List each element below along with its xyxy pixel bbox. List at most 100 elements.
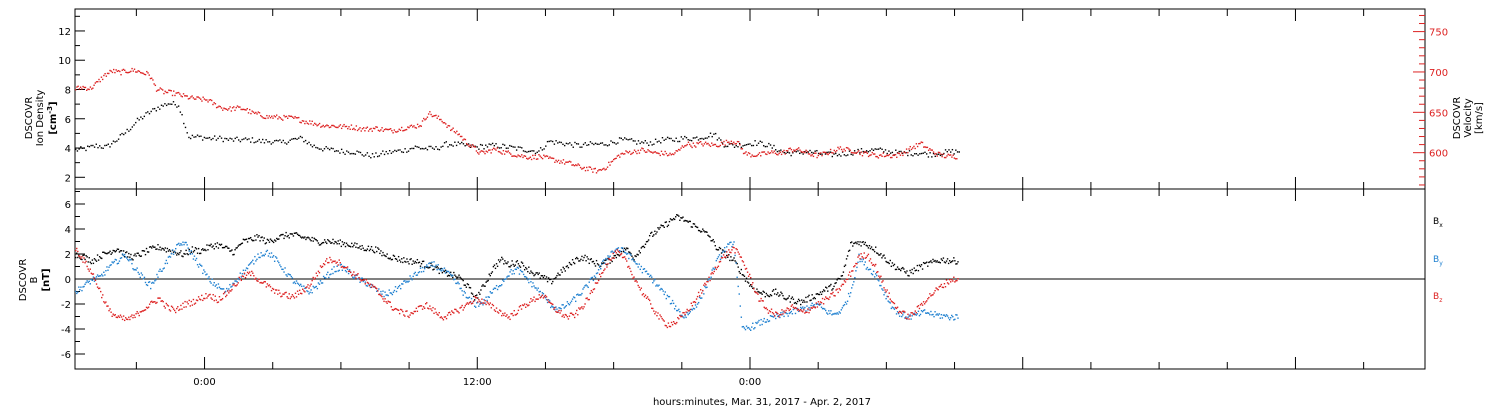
velocity-point [175, 92, 177, 94]
velocity-point [892, 154, 894, 157]
by-point [687, 313, 689, 316]
bx-point [350, 246, 352, 248]
bx-point [345, 242, 348, 244]
by-point [150, 287, 152, 290]
bz-point [932, 294, 934, 296]
by-point [408, 280, 410, 282]
bz-point [409, 314, 411, 316]
velocity-point [472, 144, 474, 146]
bz-point [920, 302, 923, 305]
by-point [713, 268, 715, 271]
bz-point [426, 302, 428, 304]
bz-point [557, 311, 559, 314]
velocity-point [492, 147, 495, 149]
by-point [261, 255, 263, 257]
by-point [643, 268, 646, 270]
velocity-point [285, 115, 288, 118]
velocity-point [931, 149, 934, 151]
bz-point [80, 257, 82, 260]
bx-point [461, 278, 463, 281]
bz-point [505, 315, 507, 317]
density-point [907, 154, 909, 157]
bx-point [702, 228, 704, 230]
bx-point [256, 234, 258, 236]
bx-point [156, 248, 158, 250]
bz-point [411, 312, 413, 314]
by-point [896, 311, 899, 313]
density-point [505, 147, 508, 149]
bz-point [266, 283, 269, 285]
density-point [402, 151, 405, 154]
density-point [598, 143, 600, 146]
bz-point [264, 281, 266, 283]
velocity-point [619, 156, 621, 158]
velocity-point [160, 88, 163, 90]
bx-point [265, 242, 268, 244]
by-point [617, 247, 620, 249]
bx-point [473, 299, 476, 301]
density-tick-label: 6 [65, 115, 71, 126]
velocity-point [603, 167, 605, 170]
by-point [123, 253, 126, 256]
by-point [651, 276, 653, 278]
bz-point [908, 318, 910, 320]
bz-point [169, 310, 172, 312]
density-point [684, 135, 686, 138]
density-point [853, 150, 856, 152]
density-point [913, 153, 916, 155]
by-point [783, 315, 785, 318]
by-point [470, 297, 473, 300]
by-point [764, 321, 766, 323]
bx-point [213, 248, 215, 250]
density-point [514, 146, 516, 148]
bx-point [780, 291, 782, 293]
velocity-point [86, 89, 88, 91]
bx-point [500, 259, 502, 261]
density-point [797, 150, 799, 152]
bx-point [233, 253, 235, 256]
by-point [303, 285, 305, 287]
by-point [327, 271, 329, 274]
by-point [334, 270, 336, 273]
density-point [461, 141, 463, 144]
bz-point [148, 303, 151, 305]
density-point [702, 138, 705, 140]
by-point [339, 264, 341, 266]
bx-point [285, 231, 287, 234]
by-point [951, 314, 953, 317]
by-point [752, 322, 754, 325]
bz-point [663, 320, 665, 322]
bz-point [486, 301, 488, 303]
bz-point [796, 309, 799, 311]
velocity-point [588, 166, 590, 168]
bx-point [858, 243, 860, 246]
bx-point [232, 254, 234, 256]
bx-point [351, 242, 353, 245]
velocity-point [206, 99, 208, 101]
bz-point [765, 307, 768, 309]
by-point [75, 290, 77, 293]
velocity-point [298, 116, 300, 119]
bz-point [339, 262, 341, 264]
density-point [160, 104, 163, 106]
by-point [557, 310, 559, 313]
density-point [816, 149, 818, 152]
bx-point [486, 280, 488, 282]
velocity-point [397, 130, 399, 133]
bz-point [506, 314, 508, 316]
bx-point [108, 251, 110, 254]
bx-point [520, 261, 523, 263]
bz-point [268, 284, 271, 286]
bx-point [716, 249, 719, 251]
by-point [357, 278, 359, 280]
bz-point [289, 297, 291, 300]
velocity-point [790, 148, 793, 151]
bx-point [830, 283, 832, 286]
velocity-point [562, 159, 565, 161]
by-point [493, 287, 496, 289]
by-point [127, 258, 129, 261]
by-point [729, 241, 731, 244]
by-point [447, 270, 450, 273]
velocity-point [109, 69, 111, 72]
by-point [84, 283, 86, 285]
